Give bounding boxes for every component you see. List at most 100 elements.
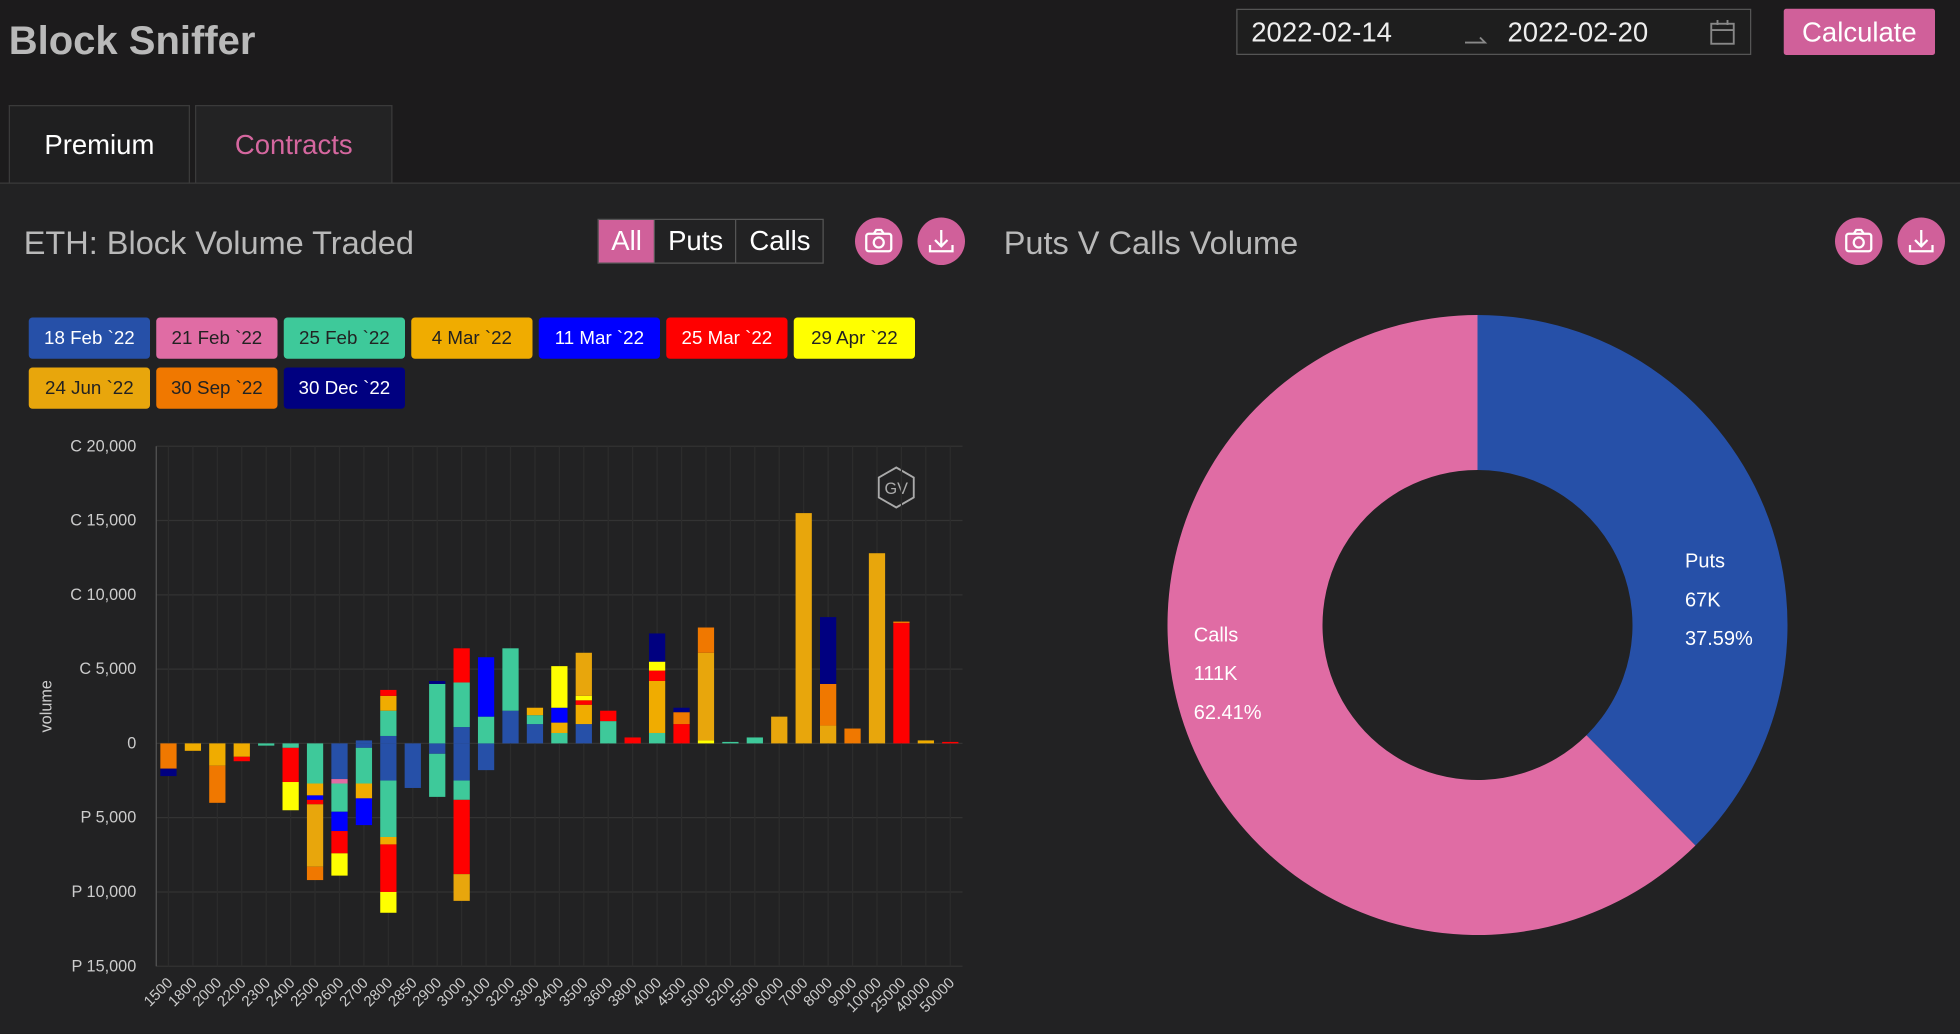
bar-segment bbox=[306, 799, 324, 805]
bar-segment bbox=[331, 811, 348, 832]
bar-segment bbox=[575, 700, 592, 705]
bar-segment bbox=[526, 707, 544, 716]
date-start[interactable]: 2022-02-14 bbox=[1251, 16, 1392, 48]
bar-segment bbox=[331, 783, 348, 812]
tab[interactable]: Contracts bbox=[195, 105, 393, 183]
bar-segment bbox=[355, 783, 373, 799]
bar-segment bbox=[380, 689, 397, 696]
icon-buttons bbox=[855, 217, 1946, 266]
toggle-button[interactable]: All bbox=[598, 220, 656, 263]
legend-item[interactable]: 25 Mar `22 bbox=[666, 317, 788, 359]
bar-segment bbox=[453, 799, 470, 875]
bar-segment bbox=[551, 707, 568, 723]
bar-segment bbox=[429, 683, 446, 744]
donut-chart: Puts 67K 37.59% Calls 111K 62.41% bbox=[1167, 315, 1788, 935]
camera-button[interactable] bbox=[1835, 217, 1883, 266]
bar-segment bbox=[673, 707, 690, 713]
slice-volume: 67K bbox=[1685, 589, 1721, 611]
bar-segment bbox=[282, 782, 299, 811]
bar-segment bbox=[429, 743, 446, 754]
bar-segment bbox=[624, 737, 641, 744]
bar-segment bbox=[526, 715, 544, 725]
bar-segment bbox=[551, 722, 568, 733]
bar-segment bbox=[648, 680, 666, 733]
legend-item[interactable]: 25 Feb `22 bbox=[283, 317, 405, 359]
legend-item[interactable]: 30 Dec `22 bbox=[283, 367, 405, 409]
bar-chart: GV volume C 20,000 C 15,000 C 10,000 C 5,00… bbox=[37, 437, 963, 1016]
bar-segment bbox=[453, 682, 470, 728]
bar-segment bbox=[429, 753, 446, 797]
bar-segment bbox=[722, 741, 739, 744]
watermark: GV bbox=[885, 480, 909, 498]
toggle-button[interactable]: Puts bbox=[656, 220, 737, 263]
legend-item[interactable]: 18 Feb `22 bbox=[28, 317, 150, 359]
bar-segment bbox=[575, 704, 592, 725]
bar-segment bbox=[820, 617, 837, 684]
legend-item[interactable]: 4 Mar `22 bbox=[411, 317, 533, 359]
legend-item[interactable]: 30 Sep `22 bbox=[156, 367, 278, 409]
bar-segment bbox=[917, 740, 934, 744]
slice-label: Puts bbox=[1685, 551, 1725, 573]
bar-segment bbox=[209, 765, 226, 803]
y-tick-label: 0 bbox=[127, 734, 136, 752]
bar-segment bbox=[331, 779, 348, 784]
bar-segment bbox=[355, 740, 373, 744]
calculate-button[interactable]: Calculate bbox=[1783, 8, 1935, 55]
date-end[interactable]: 2022-02-20 bbox=[1507, 16, 1649, 48]
bar-segment bbox=[453, 727, 470, 744]
toggle-button[interactable]: Calls bbox=[749, 225, 811, 257]
bar-segment bbox=[648, 661, 666, 671]
legend-item[interactable]: 29 Apr `22 bbox=[793, 317, 915, 359]
tab[interactable]: Premium bbox=[8, 105, 190, 183]
y-tick-label: P 10,000 bbox=[71, 883, 136, 901]
bar-segment bbox=[233, 743, 250, 757]
chart-title: Puts V Calls Volume bbox=[1003, 223, 1299, 262]
bar-segment bbox=[380, 735, 397, 744]
bar-segment bbox=[697, 652, 715, 741]
bar-segment bbox=[429, 680, 446, 684]
legend-item[interactable]: 24 Jun `22 bbox=[28, 367, 150, 409]
bar-segment bbox=[380, 836, 397, 845]
legend-item[interactable]: 11 Mar `22 bbox=[538, 317, 660, 359]
bar-segment bbox=[453, 743, 470, 781]
download-button[interactable] bbox=[1897, 217, 1946, 266]
bar-segment bbox=[380, 844, 397, 892]
bar-segment bbox=[453, 780, 470, 800]
bar-segment bbox=[258, 743, 275, 746]
bar-segment bbox=[477, 743, 495, 771]
bar-segment bbox=[331, 831, 348, 854]
bar-segment bbox=[820, 725, 837, 744]
bar-segment bbox=[893, 621, 910, 624]
bar-segment bbox=[355, 798, 373, 826]
bar-segment bbox=[306, 866, 324, 881]
bar-segment bbox=[453, 874, 470, 901]
y-axis-label: volume bbox=[37, 680, 55, 732]
bar-segment bbox=[575, 724, 592, 744]
bar-segment bbox=[380, 710, 397, 736]
y-tick-label: C 20,000 bbox=[70, 437, 136, 455]
bar-segment bbox=[600, 710, 617, 722]
bar-segment bbox=[893, 623, 910, 744]
bar-segment bbox=[233, 756, 250, 762]
app-title: Block Sniffer bbox=[8, 17, 256, 63]
camera-button[interactable] bbox=[855, 217, 903, 266]
legend: 18 Feb `22 21 Feb `22 25 Feb `22 4 Mar `22 1… bbox=[28, 317, 929, 409]
bar-segment bbox=[771, 716, 788, 744]
y-tick-label: C 5,000 bbox=[79, 660, 136, 678]
bar-segment bbox=[380, 891, 397, 913]
bar-segment bbox=[844, 728, 861, 744]
calendar-icon bbox=[1710, 20, 1735, 45]
bar-segment bbox=[697, 627, 715, 653]
bar-segment bbox=[795, 513, 812, 744]
bar-segment bbox=[942, 741, 959, 744]
bar-segment bbox=[380, 780, 397, 837]
bar-segment bbox=[453, 648, 470, 683]
bar-segment bbox=[160, 743, 177, 769]
download-button[interactable] bbox=[917, 217, 966, 266]
date-range[interactable]: 2022-02-14 2022-02-20 bbox=[1236, 8, 1752, 55]
legend-item[interactable]: 21 Feb `22 bbox=[156, 317, 278, 359]
bar-segment bbox=[355, 747, 373, 784]
bar-segment bbox=[575, 695, 592, 701]
